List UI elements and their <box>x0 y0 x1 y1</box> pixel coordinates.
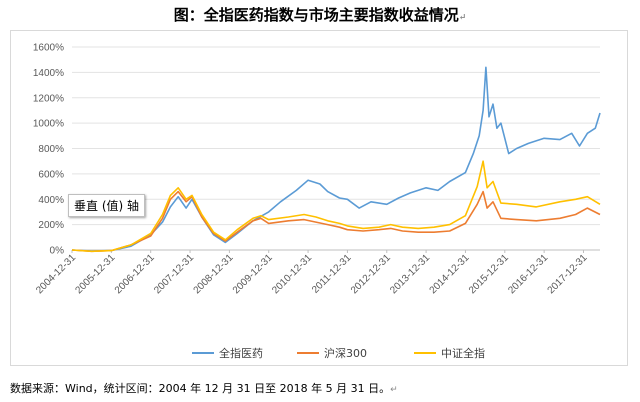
y-tick-label: 1400% <box>33 68 64 79</box>
y-tick-label: 800% <box>38 144 64 155</box>
x-tick-label: 2007-12-31 <box>152 252 196 296</box>
source-paragraph-mark: ↵ <box>390 385 398 395</box>
page-title: 图：全指医药指数与市场主要指数收益情况↵ <box>0 4 640 25</box>
series-line <box>71 190 601 253</box>
title-text: 图：全指医药指数与市场主要指数收益情况 <box>173 6 459 24</box>
legend-label: 沪深300 <box>324 346 367 360</box>
y-tick-label: 400% <box>38 195 64 206</box>
x-tick-label: 2010-12-31 <box>270 252 314 296</box>
chart-area[interactable] <box>10 30 628 366</box>
x-tick-label: 2004-12-31 <box>34 252 78 296</box>
source-text: 数据来源：Wind，统计区间：2004 年 12 月 31 日至 2018 年 … <box>10 382 391 395</box>
series-line <box>71 160 601 253</box>
x-tick-label: 2006-12-31 <box>113 252 157 296</box>
x-tick-label: 2011-12-31 <box>310 252 354 296</box>
x-tick-label: 2012-12-31 <box>349 252 393 296</box>
x-tick-label: 2017-12-31 <box>546 252 590 296</box>
y-tick-label: 1600% <box>33 43 64 54</box>
x-tick-label: 2005-12-31 <box>74 252 118 296</box>
y-tick-label: 1200% <box>33 93 64 104</box>
x-tick-label: 2008-12-31 <box>192 252 236 296</box>
legend-label: 全指医药 <box>219 346 263 360</box>
source-note: 数据来源：Wind，统计区间：2004 年 12 月 31 日至 2018 年 … <box>10 380 398 396</box>
y-tick-label: 1000% <box>33 119 64 130</box>
x-tick-label: 2013-12-31 <box>388 252 432 296</box>
x-tick-label: 2009-12-31 <box>231 252 275 296</box>
x-tick-label: 2015-12-31 <box>467 252 511 296</box>
series-line <box>71 66 601 252</box>
x-tick-label: 2016-12-31 <box>506 252 550 296</box>
y-tick-label: 600% <box>38 169 64 180</box>
legend-label: 中证全指 <box>441 346 485 360</box>
axis-tooltip: 垂直 (值) 轴 <box>68 194 145 217</box>
y-tick-label: 0% <box>50 246 65 257</box>
x-tick-label: 2014-12-31 <box>428 252 472 296</box>
paragraph-mark: ↵ <box>458 13 467 23</box>
y-tick-label: 200% <box>38 220 64 231</box>
